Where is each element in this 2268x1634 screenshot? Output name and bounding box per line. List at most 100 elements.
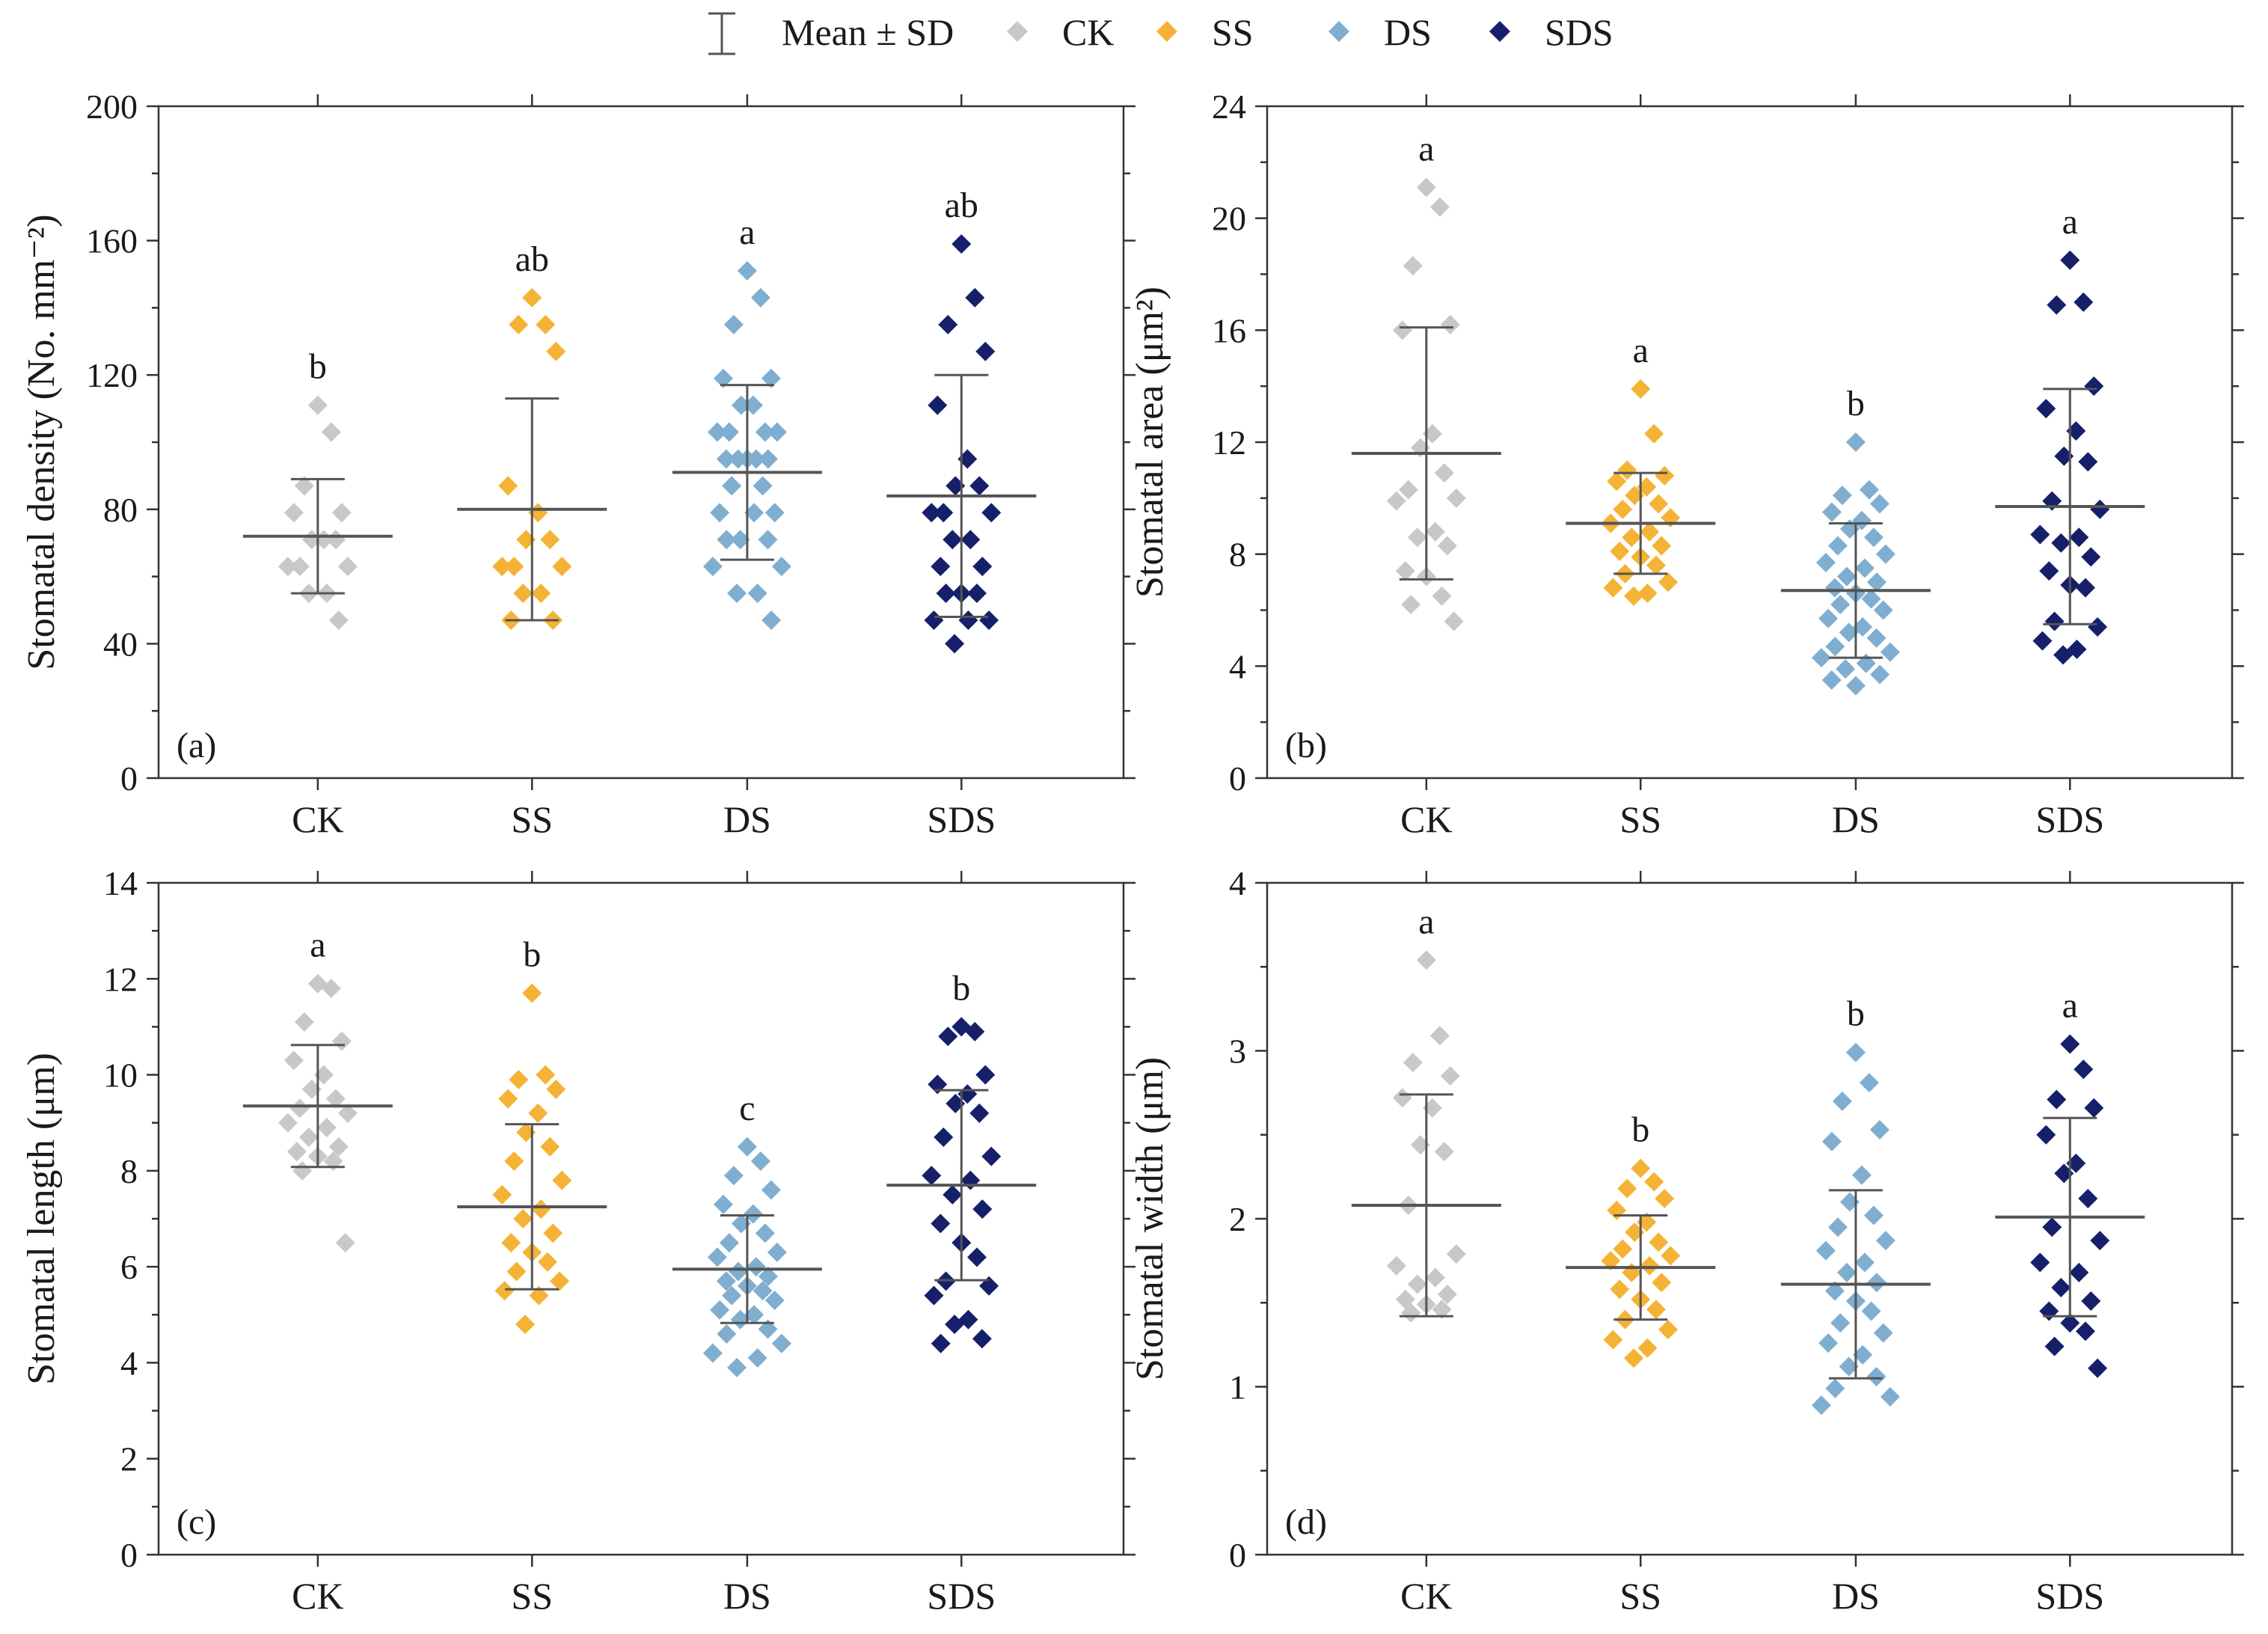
data-point bbox=[960, 530, 981, 550]
data-point bbox=[1811, 648, 1831, 668]
significance-letter: a bbox=[2062, 986, 2078, 1026]
significance-letter: c bbox=[739, 1089, 755, 1128]
data-point bbox=[767, 1242, 787, 1262]
data-point bbox=[1434, 1142, 1454, 1162]
data-point bbox=[975, 1065, 996, 1085]
data-point bbox=[284, 503, 304, 523]
data-point bbox=[771, 557, 791, 577]
data-point bbox=[755, 1223, 775, 1243]
data-point bbox=[2044, 611, 2065, 631]
data-point bbox=[1870, 664, 1890, 685]
data-point bbox=[979, 610, 999, 630]
data-point bbox=[758, 1319, 778, 1339]
data-point bbox=[1392, 320, 1412, 340]
y-axis-title: Stomatal area (μm²) bbox=[1129, 287, 1171, 598]
data-point bbox=[2036, 1124, 2056, 1145]
data-point bbox=[727, 1357, 747, 1377]
data-point bbox=[1622, 1262, 1642, 1282]
data-point bbox=[506, 1261, 527, 1282]
y-tick-label: 2 bbox=[120, 1440, 138, 1478]
plot-frame bbox=[1266, 105, 2234, 780]
data-point bbox=[289, 557, 310, 577]
data-point bbox=[1830, 595, 1851, 615]
data-point bbox=[1407, 1274, 1427, 1294]
data-point bbox=[1859, 1073, 1879, 1093]
data-point bbox=[2036, 399, 2056, 419]
data-point bbox=[1398, 480, 1418, 500]
data-point bbox=[528, 1103, 548, 1123]
data-point bbox=[1875, 544, 1895, 564]
x-tick-label: SDS bbox=[927, 1575, 996, 1617]
data-point bbox=[1649, 1232, 1669, 1252]
significance-letter: b bbox=[952, 968, 970, 1008]
data-point bbox=[2060, 250, 2080, 270]
data-point bbox=[761, 1180, 781, 1200]
data-point bbox=[730, 530, 750, 550]
data-point bbox=[1655, 1189, 1675, 1209]
y-tick-label: 8 bbox=[1229, 536, 1246, 574]
group-ck: b bbox=[242, 347, 393, 630]
data-point bbox=[1827, 1217, 1848, 1237]
data-point bbox=[1607, 1200, 1627, 1220]
data-point bbox=[981, 503, 1002, 523]
data-point bbox=[546, 341, 566, 361]
data-point bbox=[943, 530, 963, 550]
data-point bbox=[744, 503, 764, 523]
data-point bbox=[1845, 1042, 1866, 1062]
y-tick-label: 160 bbox=[86, 222, 138, 260]
data-point bbox=[1386, 1255, 1406, 1276]
data-point bbox=[1854, 1252, 1875, 1273]
data-point bbox=[1613, 499, 1633, 519]
data-point bbox=[536, 314, 556, 334]
legend-marker-icon bbox=[1489, 21, 1510, 42]
data-point bbox=[1429, 1026, 1450, 1046]
legend-item-ss: SS bbox=[1156, 11, 1254, 53]
y-tick-label: 24 bbox=[1212, 88, 1246, 126]
data-point bbox=[1434, 463, 1454, 483]
data-point bbox=[337, 1103, 358, 1123]
data-point bbox=[1649, 494, 1669, 514]
y-tick-label: 80 bbox=[103, 491, 138, 529]
data-point bbox=[1866, 1367, 1887, 1387]
data-point bbox=[758, 1266, 778, 1286]
data-point bbox=[321, 979, 341, 999]
data-point bbox=[758, 449, 778, 469]
data-point bbox=[325, 1089, 346, 1109]
data-point bbox=[1853, 1344, 1873, 1365]
data-point bbox=[1866, 628, 1887, 648]
data-point bbox=[1429, 197, 1450, 217]
data-point bbox=[513, 584, 533, 604]
x-tick-label: DS bbox=[1832, 1575, 1880, 1617]
data-point bbox=[2047, 1089, 2067, 1110]
x-tick-label: DS bbox=[723, 1575, 771, 1617]
data-point bbox=[972, 1199, 993, 1220]
data-point bbox=[737, 1136, 757, 1157]
data-point bbox=[1432, 1300, 1452, 1320]
data-point bbox=[492, 1184, 512, 1205]
data-point bbox=[2090, 499, 2110, 519]
data-point bbox=[1622, 527, 1642, 548]
data-point bbox=[1637, 584, 1658, 604]
data-point bbox=[747, 584, 767, 604]
data-point bbox=[931, 557, 951, 577]
data-point bbox=[966, 1247, 987, 1267]
data-point bbox=[294, 476, 314, 496]
plot-frame bbox=[157, 105, 1125, 780]
data-point bbox=[278, 557, 298, 577]
data-point bbox=[1395, 561, 1415, 581]
data-point bbox=[1425, 1267, 1445, 1288]
data-point bbox=[335, 1233, 355, 1253]
data-point bbox=[737, 261, 757, 281]
data-point bbox=[1603, 1329, 1623, 1350]
group-sds: a bbox=[1995, 202, 2145, 665]
data-point bbox=[1646, 1300, 1666, 1320]
legend-marker-icon bbox=[1156, 21, 1177, 42]
y-tick-label: 6 bbox=[120, 1248, 138, 1286]
data-point bbox=[1446, 488, 1466, 508]
data-point bbox=[943, 1184, 963, 1205]
data-point bbox=[1851, 1165, 1872, 1185]
legend-label: DS bbox=[1384, 11, 1432, 53]
legend-item-mean-sd: Mean ± SD bbox=[708, 11, 954, 55]
significance-letter: a bbox=[1418, 129, 1434, 169]
legend-marker-icon bbox=[1328, 21, 1349, 42]
